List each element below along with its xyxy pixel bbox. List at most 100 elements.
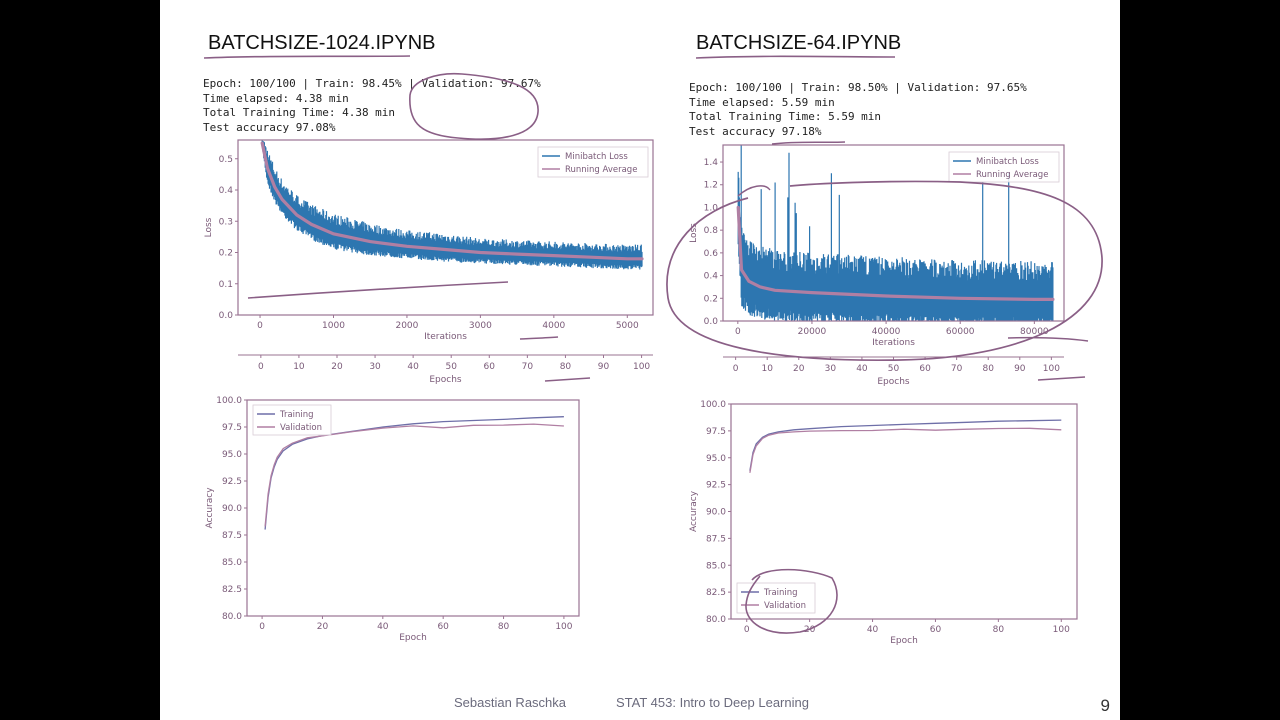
y-tick-label: 0.0	[219, 311, 234, 321]
y-tick-label: 1.0	[704, 203, 719, 213]
legend-label: Minibatch Loss	[976, 157, 1039, 167]
x-axis-label: Iterations	[872, 338, 915, 348]
x-tick-label: 0	[735, 327, 741, 337]
y-tick-label: 95.0	[222, 450, 242, 460]
accuracy-chart-batchsize-64: 0 20 40 60 80 10080.082.585.087.590.092.595.0…	[689, 400, 1078, 646]
epoch-tick-label: 0	[733, 364, 739, 374]
legend-box	[736, 582, 816, 614]
epoch-tick-label: 10	[293, 362, 305, 372]
ink-circle-training-time	[409, 72, 539, 140]
accuracy-chart-batchsize-1024: 0 20 40 60 80 100 80.0 82.5 85.0 87.5 90.0 92.5 95.0…	[205, 396, 580, 643]
x-tick-label: 60	[437, 622, 449, 632]
epoch-tick-label: 10	[761, 364, 773, 374]
x-tick-label: 20	[317, 622, 329, 632]
ink-mark-epochs-100-left	[544, 377, 591, 382]
legend-box	[948, 151, 1060, 183]
right-notebook-title: BATCHSIZE-64.IPYNB	[696, 32, 902, 54]
plot-area	[736, 145, 1055, 321]
running-average-series	[736, 205, 1055, 301]
plot-frame	[237, 139, 654, 316]
x-tick-label: 4000	[542, 321, 565, 331]
log-line: Epoch: 100/100 | Train: 98.45% | Validat…	[203, 77, 541, 90]
y-tick-label: 87.5	[706, 534, 726, 544]
y-tick-label: 0.1	[219, 280, 233, 290]
right-training-log: Epoch: 100/100 | Train: 98.50% | Validat…	[689, 81, 1027, 140]
footer-author: Sebastian Raschka	[454, 695, 567, 710]
x-tick-label: 80	[498, 622, 510, 632]
x-axis-label: Epoch	[399, 633, 427, 643]
x-axis-label: Iterations	[424, 332, 467, 342]
x-tick-label: 40000	[872, 327, 901, 337]
epoch-tick-label: 20	[331, 362, 343, 372]
y-tick-label: 80.0	[706, 615, 726, 625]
y-tick-label: 100.0	[700, 400, 726, 410]
x-tick-label: 5000	[616, 321, 639, 331]
log-line: Time elapsed: 5.59 min	[689, 95, 835, 109]
page-number: 9	[1100, 696, 1110, 715]
ink-mark-iterations-80000	[1007, 336, 1089, 342]
y-tick-label: 0.2	[219, 249, 233, 259]
epoch-tick-label: 70	[522, 362, 534, 372]
epoch-tick-label: 60	[919, 364, 931, 374]
footer-course: STAT 453: Intro to Deep Learning	[616, 695, 809, 710]
validation-series	[749, 427, 1062, 473]
y-axis-label: Loss	[204, 217, 214, 237]
x-tick-label: 80	[993, 625, 1005, 635]
epoch-tick-label: 60	[484, 362, 496, 372]
y-tick-label: 1.4	[704, 158, 719, 168]
left-notebook-title: BATCHSIZE-1024.IPYNB	[208, 32, 436, 54]
y-tick-label: 87.5	[222, 531, 242, 541]
training-series	[749, 419, 1062, 471]
x-tick-label: 20000	[798, 327, 827, 337]
legend-box	[252, 404, 332, 436]
y-tick-label: 85.0	[706, 561, 726, 571]
log-line: Total Training Time: 5.59 min	[689, 110, 882, 124]
x-tick-label: 40	[867, 625, 879, 635]
epoch-axis-label: Epochs	[877, 377, 910, 387]
validation-series	[264, 423, 564, 527]
epoch-tick-label: 90	[598, 362, 610, 372]
slide: BATCHSIZE-1024.IPYNB BATCHSIZE-64.IPYNB …	[160, 0, 1120, 720]
y-axis-label: Accuracy	[205, 487, 215, 529]
ink-mark-iterations-5000	[519, 336, 559, 340]
y-tick-label: 85.0	[222, 558, 242, 568]
epoch-tick-label: 80	[982, 364, 994, 374]
x-tick-label: 60	[930, 625, 942, 635]
epoch-tick-label: 40	[856, 364, 868, 374]
x-tick-label: 60000	[946, 327, 975, 337]
y-axis-label: Accuracy	[689, 490, 699, 532]
epoch-tick-label: 50	[445, 362, 457, 372]
loss-chart-batchsize-64: 0 20000 40000 60000 80000 0.0 0.2 0.4 0.6 0.8 1.0 1…	[689, 144, 1065, 387]
y-tick-label: 90.0	[706, 508, 726, 518]
y-tick-label: 90.0	[222, 504, 242, 514]
legend-label: Minibatch Loss	[565, 152, 628, 162]
y-tick-label: 100.0	[216, 396, 242, 406]
log-line: Test accuracy 97.18%	[689, 125, 822, 139]
x-tick-label: 40	[377, 622, 389, 632]
legend-label: Training	[763, 588, 798, 598]
x-tick-label: 3000	[469, 321, 492, 331]
epoch-tick-label: 50	[888, 364, 900, 374]
x-tick-label: 100	[555, 622, 572, 632]
ink-mark-epochs-100-right	[1037, 376, 1086, 381]
legend-label: Running Average	[565, 165, 637, 175]
x-tick-label: 0	[744, 625, 750, 635]
log-line: Time elapsed: 4.38 min	[203, 91, 349, 105]
legend-label: Training	[279, 410, 314, 420]
epoch-tick-label: 90	[1014, 364, 1026, 374]
x-tick-label: 1000	[322, 321, 345, 331]
ink-hook-loss-64	[737, 185, 771, 197]
x-tick-label: 0	[259, 622, 265, 632]
legend-label: Validation	[280, 423, 322, 433]
epoch-tick-label: 20	[793, 364, 805, 374]
ink-line-loss-floor	[247, 281, 509, 299]
y-tick-label: 82.5	[222, 585, 242, 595]
x-tick-label: 0	[257, 321, 263, 331]
epoch-tick-label: 80	[560, 362, 572, 372]
y-tick-label: 95.0	[706, 454, 726, 464]
y-tick-label: 92.5	[222, 477, 242, 487]
y-tick-label: 0.3	[219, 217, 233, 227]
y-tick-label: 0.4	[219, 186, 234, 196]
epoch-tick-label: 100	[633, 362, 650, 372]
legend-label: Running Average	[976, 170, 1048, 180]
